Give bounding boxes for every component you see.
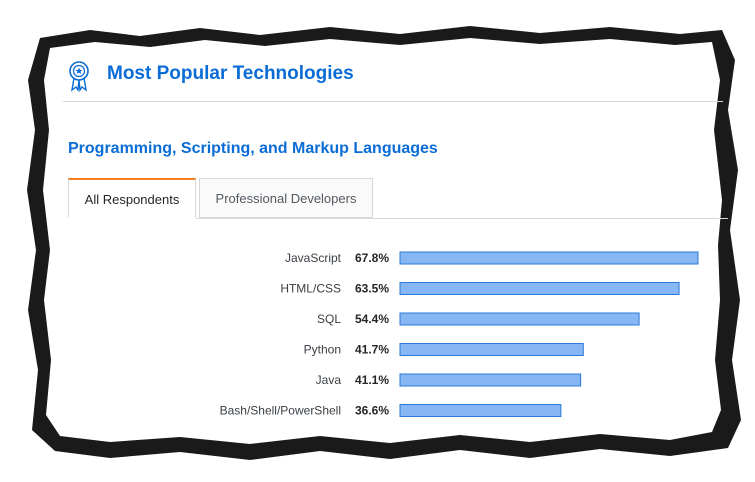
value-label: 41.1% xyxy=(355,373,389,387)
category-label: JavaScript xyxy=(285,251,342,265)
category-label: Java xyxy=(316,373,342,387)
value-label: 41.7% xyxy=(355,343,389,357)
category-label: SQL xyxy=(317,312,341,326)
section-title: Programming, Scripting, and Markup Langu… xyxy=(68,140,438,157)
value-label: 36.6% xyxy=(355,404,389,418)
category-label: Bash/Shell/PowerShell xyxy=(220,404,341,418)
tab-all-respondents[interactable]: All Respondents xyxy=(68,178,196,218)
tab-label: Professional Developers xyxy=(215,191,357,206)
bar xyxy=(399,251,699,265)
category-label: Python xyxy=(304,343,341,357)
bar xyxy=(399,404,562,417)
value-label: 63.5% xyxy=(355,282,389,296)
tab-divider xyxy=(196,218,728,219)
category-label: HTML/CSS xyxy=(280,282,341,296)
value-label: 67.8% xyxy=(355,251,389,265)
bar xyxy=(399,282,680,295)
award-ribbon-icon xyxy=(69,61,89,92)
bar xyxy=(399,343,584,356)
bar xyxy=(399,373,582,387)
tab-professional-developers[interactable]: Professional Developers xyxy=(199,178,373,218)
tab-bar: All Respondents Professional Developers xyxy=(68,178,728,219)
header-divider xyxy=(63,101,723,102)
tab-label: All Respondents xyxy=(84,192,180,207)
value-label: 54.4% xyxy=(355,312,389,326)
page-title: Most Popular Technologies xyxy=(107,63,354,84)
bar xyxy=(399,312,640,326)
